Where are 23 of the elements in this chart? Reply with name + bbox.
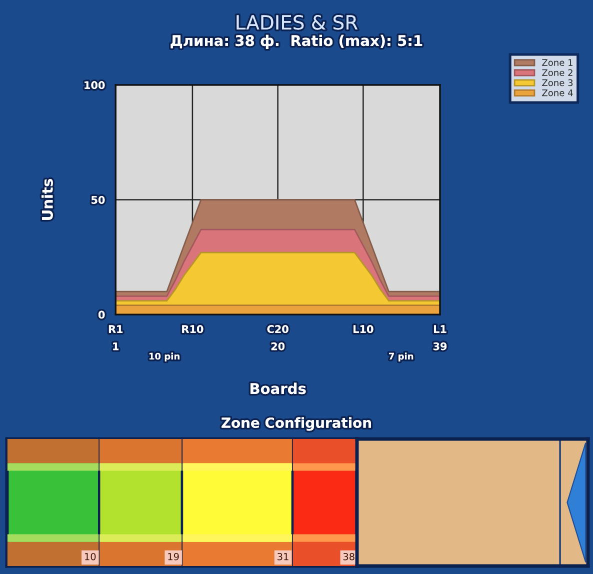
x-tick-label: C20 20 xyxy=(267,325,288,350)
x-tick-label: L10 xyxy=(354,325,374,334)
text: 7 pin xyxy=(388,352,414,362)
y-axis-title: Units xyxy=(42,179,53,220)
y-tick-label: 0 xyxy=(98,310,105,319)
legend-label: Zone 2 xyxy=(542,69,572,76)
x-tick-label: L1 39 xyxy=(433,325,447,350)
x-axis-title: Boards xyxy=(250,382,306,394)
data-label: 10 xyxy=(85,552,96,560)
text: 10 pin xyxy=(149,352,180,362)
y-tick-label: 50 xyxy=(92,196,105,204)
data-label: 31 xyxy=(278,552,288,560)
text: Zone Configuration xyxy=(222,417,371,431)
chart-subtitle: Длина: 38 ф. Ratio (max): 5:1 xyxy=(170,34,422,49)
legend-label: Zone 1 xyxy=(542,59,572,66)
x-tick-label: R1 1 xyxy=(108,325,123,350)
data-label: 19 xyxy=(168,552,179,560)
legend-label: Zone 4 xyxy=(542,90,573,96)
x-tick-label: R10 xyxy=(182,325,204,334)
y-tick-label: 100 xyxy=(84,81,105,90)
data-label: 38 xyxy=(343,552,354,560)
legend-label: Zone 3 xyxy=(542,79,573,86)
chart-title: LADIES & SR xyxy=(236,15,358,30)
